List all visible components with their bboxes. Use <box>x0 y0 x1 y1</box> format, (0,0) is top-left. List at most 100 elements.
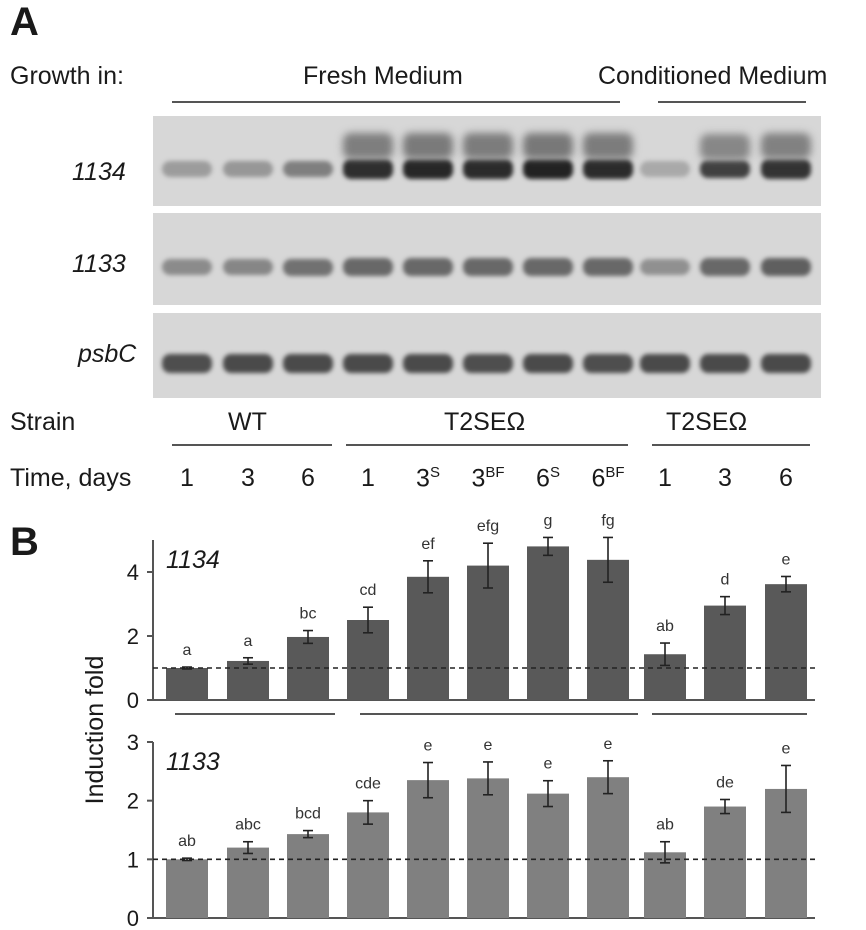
gel-band <box>283 160 333 178</box>
bar <box>527 546 569 700</box>
bar <box>347 812 389 918</box>
lane-label-condition: BF <box>485 464 505 481</box>
gel-band <box>583 258 633 276</box>
lane-label-day: 3 <box>416 464 430 493</box>
gel-band <box>162 161 212 177</box>
significance-letter: fg <box>601 512 614 529</box>
bar <box>227 847 269 918</box>
gel-band <box>640 354 690 373</box>
gel-band <box>761 159 811 179</box>
gel-band <box>343 159 393 179</box>
group-line-t2se-fresh <box>360 713 638 715</box>
significance-letter: e <box>782 740 791 757</box>
lane-label: 3 <box>218 464 278 493</box>
lane-label: 1 <box>635 464 695 493</box>
significance-letter: abc <box>235 817 261 834</box>
significance-letter: bc <box>300 606 317 623</box>
gel-band <box>523 159 573 179</box>
gel-band-smear <box>343 133 393 160</box>
gel-band <box>583 159 633 179</box>
conditioned-medium-label: Conditioned Medium <box>598 62 828 90</box>
gel-band <box>223 258 273 276</box>
lane-label-condition: BF <box>605 464 625 481</box>
strain-wt-line <box>172 444 332 446</box>
strain-t2se-conditioned: T2SEΩ <box>666 408 748 436</box>
bar <box>467 778 509 918</box>
y-tick-label: 3 <box>127 730 139 755</box>
chart-title: 1133 <box>166 748 220 776</box>
gel-band <box>463 159 513 179</box>
y-tick-label: 4 <box>127 560 139 585</box>
panel-a-letter: A <box>10 0 39 44</box>
gel-band <box>761 258 811 276</box>
gel-band-smear <box>403 133 453 160</box>
y-tick-label: 2 <box>127 789 139 814</box>
gel-band <box>283 354 333 373</box>
lane-label-day: 3 <box>718 464 732 492</box>
panel-b-letter: B <box>10 520 39 564</box>
significance-letter: e <box>424 738 433 755</box>
lane-label-day: 1 <box>361 464 375 492</box>
strain-t2se-fresh-line <box>346 444 628 446</box>
lane-label: 6S <box>518 464 578 493</box>
lane-label: 3S <box>398 464 458 493</box>
gene-label-psbc: psbC <box>78 340 137 368</box>
gel-strip-psbc <box>153 313 821 398</box>
lane-label: 1 <box>338 464 398 493</box>
gel-band-smear <box>583 133 633 160</box>
significance-letter: ab <box>656 618 674 635</box>
significance-letter: de <box>716 774 734 791</box>
significance-letter: e <box>604 736 613 753</box>
gel-band <box>700 159 750 179</box>
lane-label-day: 6 <box>779 464 793 492</box>
gel-band <box>640 259 690 275</box>
gel-band <box>283 258 333 276</box>
time-label: Time, days <box>10 464 132 492</box>
gel-band <box>640 161 690 177</box>
fresh-medium-label: Fresh Medium <box>303 62 463 90</box>
bar <box>704 605 746 700</box>
gel-band <box>223 354 273 373</box>
lane-label: 6 <box>756 464 816 493</box>
y-tick-label: 0 <box>127 906 139 930</box>
gel-band-smear <box>463 133 513 160</box>
lane-label-day: 6 <box>591 464 606 493</box>
lane-label-day: 1 <box>658 464 672 492</box>
growth-label: Growth in: <box>10 62 124 90</box>
lane-label-day: 3 <box>471 464 486 493</box>
y-tick-label: 0 <box>127 688 139 713</box>
lane-label: 3 <box>695 464 755 493</box>
significance-letter: g <box>544 512 553 529</box>
significance-letter: ab <box>178 833 196 850</box>
y-tick-label: 1 <box>127 847 139 872</box>
lane-label-day: 3 <box>241 464 255 492</box>
gel-strip-1133 <box>153 213 821 305</box>
lane-label: 1 <box>157 464 217 493</box>
lane-label-day: 1 <box>180 464 194 492</box>
lane-label-day: 6 <box>301 464 315 492</box>
y-tick-label: 2 <box>127 624 139 649</box>
significance-letter: efg <box>477 518 499 535</box>
gel-band <box>463 354 513 373</box>
lane-label: 3BF <box>458 464 518 493</box>
bar <box>407 780 449 918</box>
lane-label-condition: S <box>429 464 440 481</box>
significance-letter: a <box>183 642 192 659</box>
gel-band <box>700 258 750 276</box>
significance-letter: cde <box>355 776 381 793</box>
bar <box>407 576 449 700</box>
significance-letter: d <box>721 572 730 589</box>
gel-band <box>162 258 212 276</box>
lane-label: 6 <box>278 464 338 493</box>
gene-label-1134: 1134 <box>72 158 126 186</box>
gel-band <box>403 354 453 373</box>
bar <box>166 668 208 700</box>
bar <box>527 793 569 918</box>
bar <box>587 777 629 918</box>
gel-strip-1134 <box>153 116 821 206</box>
bar <box>287 834 329 918</box>
significance-letter: e <box>544 756 553 773</box>
gel-band-smear <box>700 133 750 160</box>
strain-t2se-fresh: T2SEΩ <box>444 408 526 436</box>
bar <box>227 660 269 700</box>
